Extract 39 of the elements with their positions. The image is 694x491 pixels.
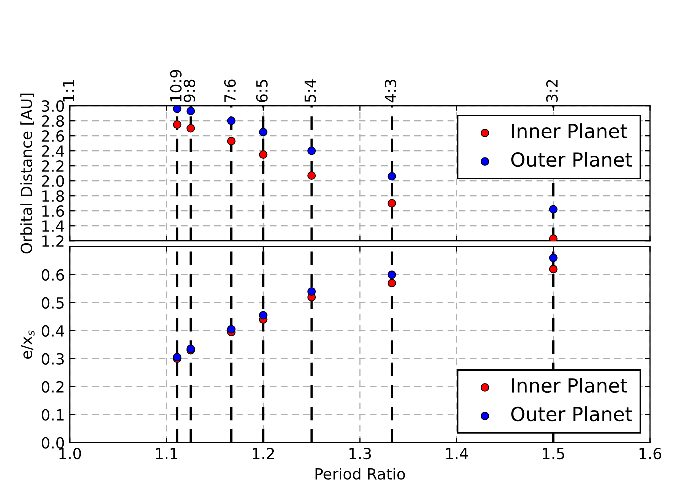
legend-label: Inner Planet <box>512 124 628 139</box>
legend-label: Inner Planet <box>512 378 628 394</box>
y-tick-label: 0.6 <box>42 269 64 281</box>
y-tick-label: 1.2 <box>42 236 64 247</box>
y-tick-label: 1.8 <box>42 190 64 202</box>
y-tick-label: 2.6 <box>42 130 64 142</box>
y-tick-label: 0.2 <box>42 381 64 393</box>
y-tick-label: 0.4 <box>42 325 64 337</box>
y-tick-label: 2.8 <box>42 116 64 128</box>
legend-label: Outer Planet <box>512 152 632 168</box>
text: 10:9 <box>170 70 182 102</box>
y-tick-label: 0.3 <box>42 353 64 365</box>
y-tick-label: 1.4 <box>42 220 64 232</box>
x-axis-title: Period Ratio <box>316 468 406 480</box>
x-tick-label: 1.4 <box>446 448 468 460</box>
y-tick-label: 3.0 <box>42 100 64 112</box>
x-tick-label: 1.0 <box>60 448 82 460</box>
y-tick-label: 2.0 <box>42 176 64 188</box>
y-tick-label: 2.2 <box>42 160 64 172</box>
x-tick-label: 1.5 <box>543 448 564 460</box>
legend-label: Outer Planet <box>512 406 632 422</box>
text: 6:5 <box>256 80 268 102</box>
x-tick-label: 1.6 <box>640 448 662 460</box>
y-tick-label: 0.5 <box>42 297 64 309</box>
text: 1:1 <box>63 80 74 102</box>
text: 9:8 <box>184 80 196 102</box>
y-tick-label: 1.6 <box>42 206 64 218</box>
text: 5:4 <box>304 80 316 102</box>
x-tick-label: 1.1 <box>156 448 178 460</box>
y-tick-label: 0.0 <box>42 437 64 449</box>
y-axis-title: e/x$_{s}$ <box>21 330 35 359</box>
text: 3:2 <box>546 80 558 102</box>
text: 4:3 <box>384 80 397 103</box>
text: 7:6 <box>224 80 236 102</box>
x-tick-label: 1.3 <box>350 448 372 460</box>
y-tick-label: 2.4 <box>42 146 64 157</box>
x-tick-label: 1.2 <box>253 448 274 460</box>
y-axis-title: Orbital Distance [AU] <box>20 94 34 254</box>
y-tick-label: 0.1 <box>42 409 64 421</box>
